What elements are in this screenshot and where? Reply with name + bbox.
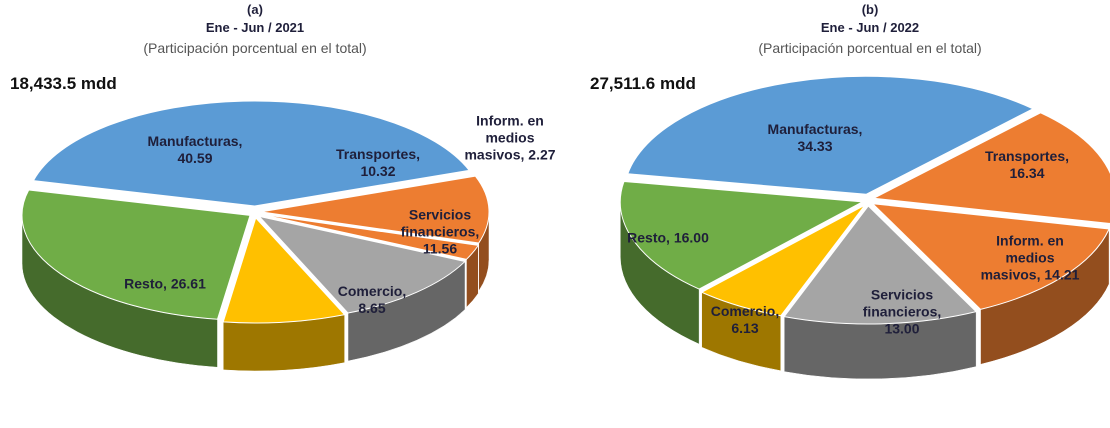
slice [260, 213, 480, 260]
data-label: Manufacturas, 34.33 [767, 121, 863, 154]
slice [783, 205, 978, 325]
data-label: Servicios financieros, 13.00 [862, 286, 942, 337]
data-label: Inform. en medios masivos, 2.27 [464, 112, 556, 163]
chart-subtitle: (Participación porcentual en el total) [758, 40, 982, 56]
slice [700, 204, 866, 317]
slice [619, 180, 865, 290]
data-label: Inform. en medios masivos, 14.21 [980, 232, 1080, 283]
chart-label: (a) [247, 2, 263, 17]
chart-subtitle: (Participación porcentual en el total) [143, 40, 367, 56]
slice [257, 215, 467, 314]
data-label: Resto, 26.61 [124, 275, 206, 292]
slice [222, 216, 346, 324]
chart-title: Ene - Jun / 2021 [205, 20, 305, 35]
total-label: 27,511.6 mdd [590, 74, 696, 93]
data-label: Manufacturas, 40.59 [147, 133, 243, 166]
slice [871, 203, 1110, 310]
slice [32, 100, 471, 207]
data-label: Comercio, 8.65 [337, 283, 407, 316]
slice [21, 189, 251, 320]
slice [872, 112, 1110, 225]
data-label: Servicios financieros, 11.56 [400, 206, 480, 257]
total-label: 18,433.5 mdd [10, 74, 117, 93]
chart-label: (b) [861, 2, 879, 17]
data-label: Resto, 16.00 [627, 229, 709, 246]
slice [627, 75, 1035, 195]
slice [260, 175, 490, 244]
data-label: Transportes, 16.34 [984, 148, 1070, 181]
data-label: Transportes, 10.32 [335, 146, 421, 179]
chart-title: Ene - Jun / 2022 [820, 20, 920, 35]
data-label: Comercio, 6.13 [710, 303, 780, 336]
